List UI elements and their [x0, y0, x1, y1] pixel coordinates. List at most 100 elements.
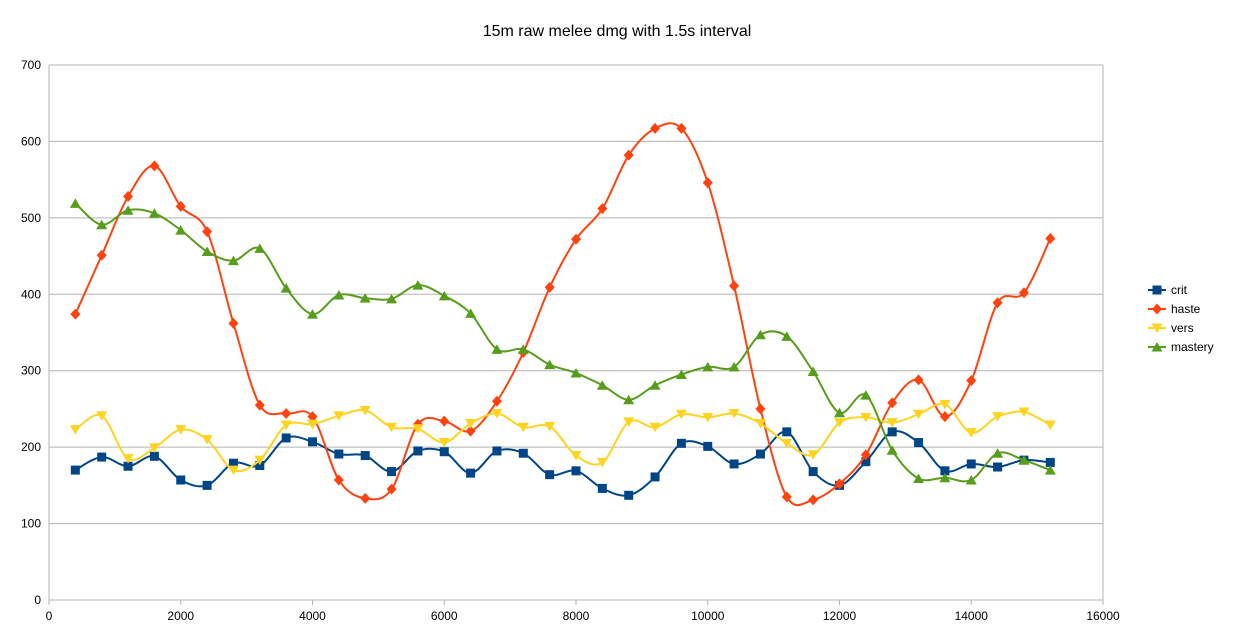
x-tick-label: 6000	[431, 609, 458, 623]
data-point-mastery	[254, 243, 266, 253]
data-point-haste	[228, 317, 239, 329]
y-tick-label: 300	[21, 364, 41, 378]
data-point-haste	[571, 233, 581, 245]
data-point-mastery	[491, 344, 503, 354]
y-tick-label: 700	[21, 58, 41, 72]
data-point-vers	[1044, 420, 1056, 430]
y-tick-label: 200	[21, 440, 41, 454]
data-point-vers	[201, 435, 213, 445]
data-point-vers	[280, 420, 292, 430]
data-point-vers	[307, 419, 318, 430]
data-point-vers	[438, 438, 450, 448]
data-point-crit	[176, 475, 186, 485]
data-point-haste	[597, 203, 608, 215]
legend-label: vers	[1171, 321, 1194, 335]
data-point-vers	[175, 425, 187, 435]
data-point-haste	[834, 478, 845, 490]
data-point-vers	[359, 405, 371, 416]
data-point-mastery	[939, 472, 951, 483]
series-layer	[69, 122, 1056, 507]
data-point-crit	[624, 490, 634, 500]
data-point-mastery	[386, 293, 398, 304]
x-tick-label: 10000	[691, 609, 725, 623]
data-point-crit	[703, 441, 713, 451]
data-point-haste	[1045, 232, 1056, 244]
legend-entry-haste: haste	[1148, 302, 1201, 316]
data-point-vers	[781, 438, 793, 449]
data-point-crit	[808, 467, 818, 477]
x-tick-label: 16000	[1086, 609, 1120, 623]
data-point-crit	[281, 433, 291, 443]
data-point-crit	[70, 465, 80, 475]
data-point-haste	[175, 200, 186, 212]
data-point-vers	[69, 425, 81, 435]
data-point-mastery	[702, 361, 714, 372]
data-point-mastery	[834, 407, 845, 418]
legend-entry-crit: crit	[1148, 283, 1188, 297]
data-point-mastery	[280, 283, 292, 293]
data-point-haste	[992, 297, 1003, 309]
data-point-crit	[993, 462, 1003, 472]
data-point-crit	[755, 449, 765, 459]
x-tick-label: 0	[46, 609, 53, 623]
series-line-vers	[74, 402, 1051, 473]
data-point-vers	[333, 411, 345, 421]
legend-label: mastery	[1171, 340, 1214, 354]
data-point-haste	[439, 415, 450, 427]
data-point-vers	[544, 422, 556, 432]
data-point-mastery	[675, 369, 687, 380]
data-point-haste	[360, 492, 371, 504]
data-point-mastery	[438, 290, 450, 301]
data-point-haste	[808, 494, 819, 506]
data-point-mastery	[465, 308, 477, 318]
x-tick-label: 14000	[955, 609, 989, 623]
data-point-mastery	[623, 394, 635, 405]
data-point-vers	[570, 451, 582, 461]
data-point-crit	[861, 457, 871, 467]
data-point-haste	[966, 375, 977, 387]
data-point-crit	[729, 459, 739, 469]
legend-label: crit	[1171, 283, 1188, 297]
data-point-mastery	[227, 255, 239, 266]
data-point-vers	[386, 422, 398, 433]
data-point-mastery	[965, 475, 977, 485]
x-tick-label: 12000	[823, 609, 857, 623]
data-point-haste	[544, 281, 555, 293]
data-point-crit	[676, 438, 686, 448]
data-point-vers	[596, 457, 608, 468]
y-tick-label: 0	[34, 593, 41, 607]
y-tick-label: 600	[21, 134, 41, 148]
data-point-crit	[914, 438, 924, 448]
x-tick-label: 2000	[167, 609, 194, 623]
chart-title: 15m raw melee dmg with 1.5s interval	[483, 23, 752, 40]
data-point-mastery	[201, 246, 213, 256]
data-point-crit	[650, 472, 660, 482]
data-point-crit	[492, 446, 502, 456]
series-mastery	[69, 198, 1056, 485]
data-point-crit	[571, 466, 581, 476]
legend-label: haste	[1171, 302, 1201, 316]
series-haste	[70, 122, 1056, 507]
data-point-vers	[992, 412, 1004, 422]
data-point-crit	[782, 427, 792, 437]
data-point-mastery	[807, 366, 819, 376]
data-point-mastery	[596, 380, 608, 390]
x-tick-label: 8000	[563, 609, 590, 623]
legend: crit haste vers mastery	[1148, 283, 1214, 354]
data-point-mastery	[570, 368, 582, 378]
data-point-haste	[623, 149, 634, 161]
data-point-mastery	[728, 361, 740, 372]
data-point-mastery	[359, 293, 371, 303]
data-point-haste	[491, 395, 502, 407]
legend-swatch-marker	[1151, 342, 1163, 352]
series-vers	[69, 399, 1056, 476]
data-point-crit	[149, 451, 159, 461]
data-point-haste	[887, 397, 898, 409]
data-point-haste	[254, 399, 265, 411]
data-point-vers	[675, 409, 687, 420]
data-point-crit	[597, 483, 607, 493]
x-tick-label: 4000	[299, 609, 326, 623]
data-point-vers	[754, 418, 766, 429]
data-point-vers	[465, 418, 477, 429]
data-point-mastery	[781, 331, 793, 341]
